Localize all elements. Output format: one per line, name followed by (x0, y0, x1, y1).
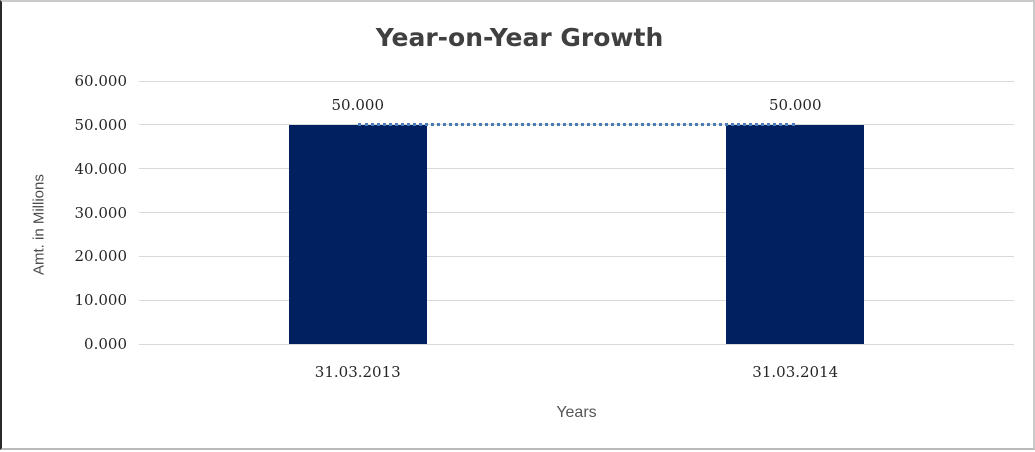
x-tick-label: 31.03.2013 (314, 363, 401, 381)
gridline (139, 212, 1014, 213)
bar-data-label: 50.000 (769, 95, 822, 114)
y-tick-label: 10.000 (74, 291, 128, 310)
gridline (139, 255, 1014, 257)
x-axis-title: Years (556, 404, 597, 421)
chart-title: Year-on-Year Growth (375, 23, 664, 52)
y-tick-label: 20.000 (74, 247, 128, 266)
y-tick-label: 30.000 (74, 203, 128, 222)
y-tick-label: 60.000 (74, 72, 128, 90)
y-tick-label: 50.000 (74, 115, 128, 134)
bar (726, 124, 865, 344)
x-tick-label: 31.03.2014 (752, 363, 839, 381)
trend-line (357, 122, 796, 126)
bar (288, 124, 427, 344)
gridline (139, 80, 1014, 82)
y-tick-label: 40.000 (74, 159, 128, 178)
bar-data-label: 50.000 (331, 95, 385, 114)
gridline (139, 343, 1014, 345)
gridline (139, 299, 1014, 301)
gridline (139, 168, 1014, 170)
y-tick-label: 0.000 (84, 335, 127, 353)
